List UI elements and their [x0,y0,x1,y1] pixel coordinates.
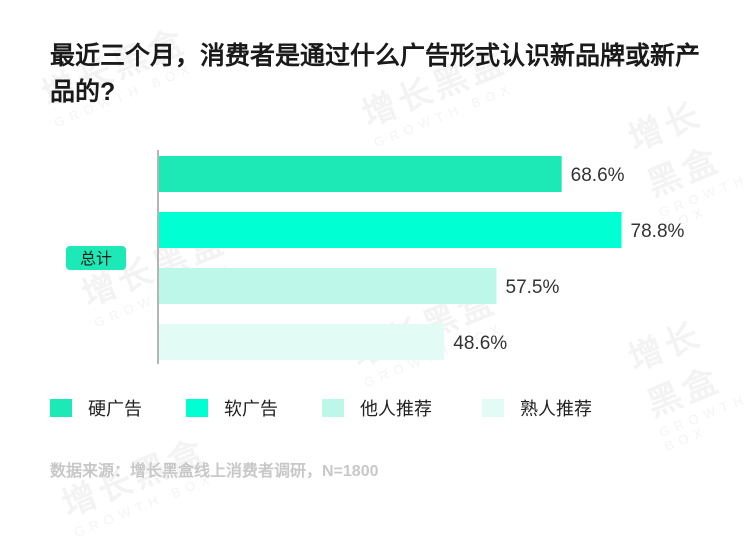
legend-swatch [322,399,344,417]
legend-item-3: 他人推荐 [322,396,432,420]
category-label-bg [66,246,126,270]
legend-label: 硬广告 [88,399,142,419]
chart-title: 最近三个月，消费者是通过什么广告形式认识新品牌或新产品的? [50,42,701,106]
data-label-1: 68.6% [571,165,625,186]
legend-label: 软广告 [224,399,278,419]
bar-3 [159,268,497,304]
bar-2 [159,212,622,248]
legend-item-4: 熟人推荐 [482,396,592,420]
legend-swatch [50,399,72,417]
bar-4 [159,324,445,360]
legend-label: 他人推荐 [360,399,432,419]
legend-swatch [186,399,208,417]
data-label-4: 48.6% [453,333,507,354]
legend-swatch [482,399,504,417]
category-label: 总计 [80,250,112,268]
legend-item-1: 硬广告 [50,396,142,420]
data-label-2: 78.8% [631,221,685,242]
legend-item-2: 软广告 [186,396,278,420]
data-label-3: 57.5% [506,277,560,298]
chart-area: 总计 68.6% 78.8% 57.5% 48.6% [66,150,685,364]
bar-1 [159,156,562,192]
data-source: 数据来源：增长黑盒线上消费者调研，N=1800 [50,463,379,480]
legend-label: 熟人推荐 [520,399,592,419]
